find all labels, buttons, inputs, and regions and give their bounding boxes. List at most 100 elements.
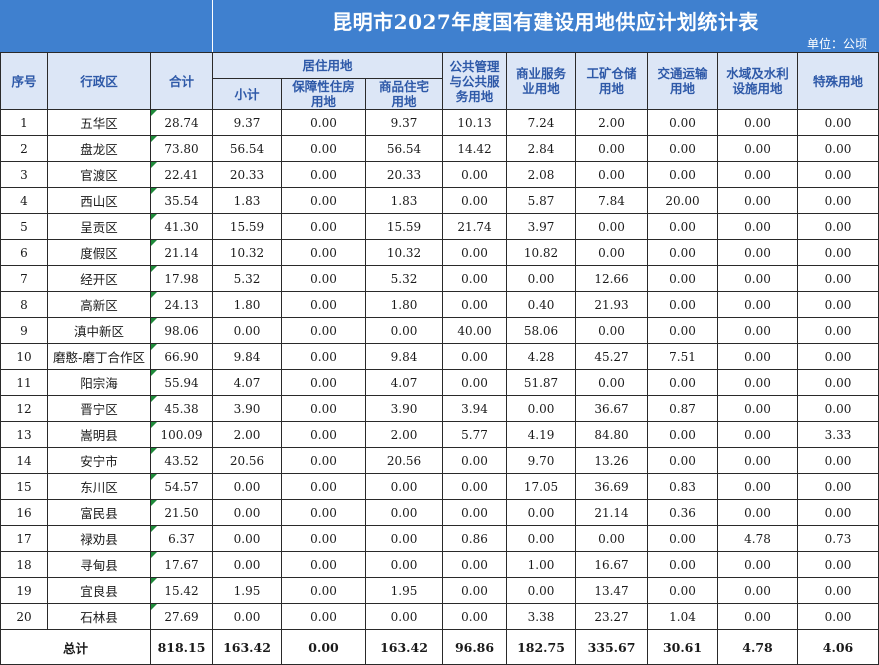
row-seq: 7 (0, 265, 48, 292)
row-value: 56.54 (212, 135, 282, 162)
row-value: 27.69 (150, 603, 213, 630)
row-value: 0.00 (442, 343, 508, 370)
totals-row: 总计 818.15 163.42 0.00 163.42 96.86 182.7… (0, 629, 879, 665)
row-district: 安宁市 (47, 447, 151, 474)
row-value: 0.00 (212, 317, 282, 344)
totals-cell: 335.67 (575, 629, 649, 665)
row-value: 0.00 (717, 499, 799, 526)
row-value: 0.00 (442, 239, 508, 266)
row-value: 6.37 (150, 525, 213, 552)
totals-cell: 96.86 (442, 629, 508, 665)
row-value: 58.06 (506, 317, 577, 344)
header-line: 用地 (670, 81, 696, 96)
row-value: 55.94 (150, 369, 213, 396)
row-value: 0.00 (797, 473, 879, 500)
table-title: 昆明市2027年度国有建设用地供应计划统计表 (332, 10, 759, 34)
row-value: 0.00 (506, 395, 577, 422)
row-value: 20.33 (212, 161, 282, 188)
row-value: 0.00 (364, 525, 444, 552)
row-value: 36.69 (575, 473, 649, 500)
row-value: 14.42 (442, 135, 508, 162)
row-seq: 6 (0, 239, 48, 266)
row-value: 17.98 (150, 265, 213, 292)
totals-cell: 0.00 (281, 629, 366, 665)
table-row: 10 磨憨-磨丁合作区 66.90 9.84 0.00 9.84 0.00 4.28 45.27… (0, 343, 879, 370)
table-row: 12 晋宁区 45.38 3.90 0.00 3.90 3.94 0.00 36.67 0.87 0… (0, 395, 879, 422)
unit-label: 单位：公顷 (806, 37, 867, 51)
title-left-cell (0, 0, 213, 52)
row-value: 0.00 (364, 317, 444, 344)
row-value: 0.00 (647, 265, 719, 292)
row-value: 21.93 (575, 291, 649, 318)
row-value: 17.05 (506, 473, 577, 500)
row-value: 2.00 (364, 421, 444, 448)
row-value: 2.84 (506, 135, 577, 162)
row-seq: 13 (0, 421, 48, 448)
row-value: 73.80 (150, 135, 213, 162)
row-district: 五华区 (47, 109, 151, 136)
row-value: 0.86 (442, 525, 508, 552)
row-value: 100.09 (150, 421, 213, 448)
row-value: 0.00 (647, 135, 719, 162)
row-value: 0.00 (647, 109, 719, 136)
header-affordable: 保障性住房 用地 (281, 78, 366, 110)
table-row: 1 五华区 28.74 9.37 0.00 9.37 10.13 7.24 2.00 0.00 0.… (0, 109, 879, 136)
row-value: 21.50 (150, 499, 213, 526)
row-seq: 8 (0, 291, 48, 318)
header-district: 行政区 (47, 52, 151, 110)
row-value: 0.00 (281, 239, 366, 266)
row-value: 0.00 (442, 551, 508, 578)
row-value: 0.00 (797, 213, 879, 240)
row-value: 20.00 (647, 187, 719, 214)
row-value: 0.00 (647, 577, 719, 604)
row-seq: 2 (0, 135, 48, 162)
row-value: 0.00 (717, 473, 799, 500)
row-value: 24.13 (150, 291, 213, 318)
row-value: 0.00 (281, 187, 366, 214)
row-value: 10.32 (212, 239, 282, 266)
row-value: 5.87 (506, 187, 577, 214)
row-district: 官渡区 (47, 161, 151, 188)
header-line: 与公共服 (449, 73, 500, 89)
row-value: 1.95 (364, 577, 444, 604)
table-row: 5 呈贡区 41.30 15.59 0.00 15.59 21.74 3.97 0.00 0.00… (0, 213, 879, 240)
table-row: 11 阳宗海 55.94 4.07 0.00 4.07 0.00 51.87 0.00 0.00 0… (0, 369, 879, 396)
row-value: 0.00 (717, 603, 799, 630)
row-value: 36.67 (575, 395, 649, 422)
row-value: 0.00 (212, 603, 282, 630)
header-line: 商品住宅 (379, 79, 430, 95)
row-value: 9.70 (506, 447, 577, 474)
row-value: 0.00 (717, 317, 799, 344)
row-seq: 9 (0, 317, 48, 344)
row-value: 0.00 (717, 161, 799, 188)
row-value: 16.67 (575, 551, 649, 578)
header-special: 特殊用地 (797, 52, 879, 110)
row-value: 0.00 (506, 499, 577, 526)
row-district: 阳宗海 (47, 369, 151, 396)
row-value: 21.74 (442, 213, 508, 240)
row-value: 56.54 (364, 135, 444, 162)
row-value: 9.37 (212, 109, 282, 136)
row-district: 西山区 (47, 187, 151, 214)
row-value: 0.00 (717, 239, 799, 266)
row-value: 1.95 (212, 577, 282, 604)
row-value: 0.00 (281, 421, 366, 448)
row-value: 0.00 (797, 109, 879, 136)
row-value: 3.90 (364, 395, 444, 422)
header-line: 用地 (391, 94, 417, 109)
row-value: 10.32 (364, 239, 444, 266)
table-row: 17 禄劝县 6.37 0.00 0.00 0.00 0.86 0.00 0.00 0.00 4.7… (0, 525, 879, 552)
row-value: 0.00 (797, 447, 879, 474)
row-district: 呈贡区 (47, 213, 151, 240)
row-seq: 12 (0, 395, 48, 422)
row-value: 0.00 (575, 239, 649, 266)
row-value: 0.00 (797, 161, 879, 188)
table-row: 4 西山区 35.54 1.83 0.00 1.83 0.00 5.87 7.84 20.00 0.… (0, 187, 879, 214)
row-value: 13.26 (575, 447, 649, 474)
row-value: 0.00 (281, 161, 366, 188)
totals-cell: 163.42 (364, 629, 444, 665)
row-value: 0.00 (281, 213, 366, 240)
row-value: 1.00 (506, 551, 577, 578)
row-seq: 16 (0, 499, 48, 526)
row-value: 0.00 (442, 577, 508, 604)
